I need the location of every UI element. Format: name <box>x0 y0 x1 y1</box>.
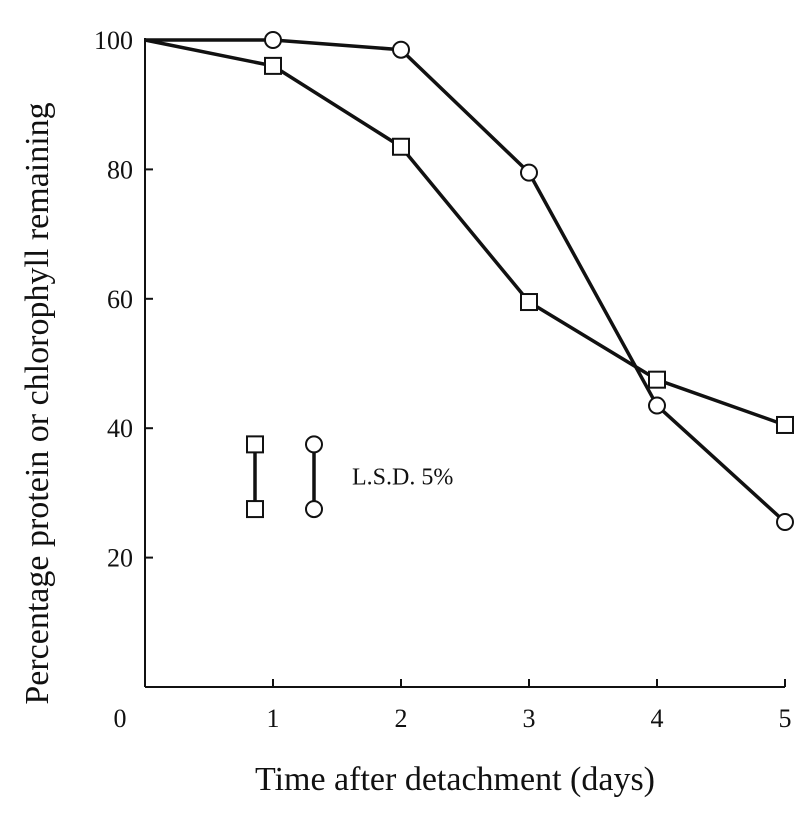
square-point <box>520 293 538 312</box>
y-tick-label: 100 <box>94 26 133 55</box>
series-lines <box>144 38 787 524</box>
circle-series-line <box>145 38 787 524</box>
square-point <box>648 370 666 389</box>
x-tick-label: 2 <box>395 704 408 733</box>
series-markers <box>264 31 794 532</box>
x-axis-label: Time after detachment (days) <box>255 761 655 798</box>
circle-point <box>520 163 538 182</box>
circle-point <box>392 40 410 59</box>
lsd-indicator: L.S.D. 5% <box>246 435 453 519</box>
square-point <box>264 56 282 75</box>
x-tick-label: 5 <box>779 704 792 733</box>
lsd-label: L.S.D. 5% <box>352 465 453 491</box>
square-point <box>392 137 410 156</box>
x-tick-label: 3 <box>523 704 536 733</box>
x-tick-label: 1 <box>267 704 280 733</box>
y-tick-label: 40 <box>107 414 133 443</box>
y-tick-label: 80 <box>107 155 133 184</box>
y-tick-label: 20 <box>107 544 133 573</box>
lsd-square-marker <box>246 435 264 454</box>
circle-point <box>648 396 666 415</box>
lsd-circle-marker <box>305 435 323 454</box>
circle-point <box>776 513 794 532</box>
x-tick-label: 4 <box>651 704 664 733</box>
y-tick-label: 60 <box>107 285 133 314</box>
lsd-square-marker <box>246 500 264 519</box>
y-axis-label: Percentage protein or chlorophyll remain… <box>19 102 56 704</box>
circle-point <box>264 31 282 49</box>
axes <box>144 38 785 688</box>
x-tick-label: 0 <box>114 704 127 733</box>
lsd-circle-marker <box>305 500 323 519</box>
square-series-line <box>144 38 786 427</box>
ticks: 0 1 2 3 4 5 20 40 60 80 100 <box>94 26 792 733</box>
square-point <box>776 415 794 434</box>
